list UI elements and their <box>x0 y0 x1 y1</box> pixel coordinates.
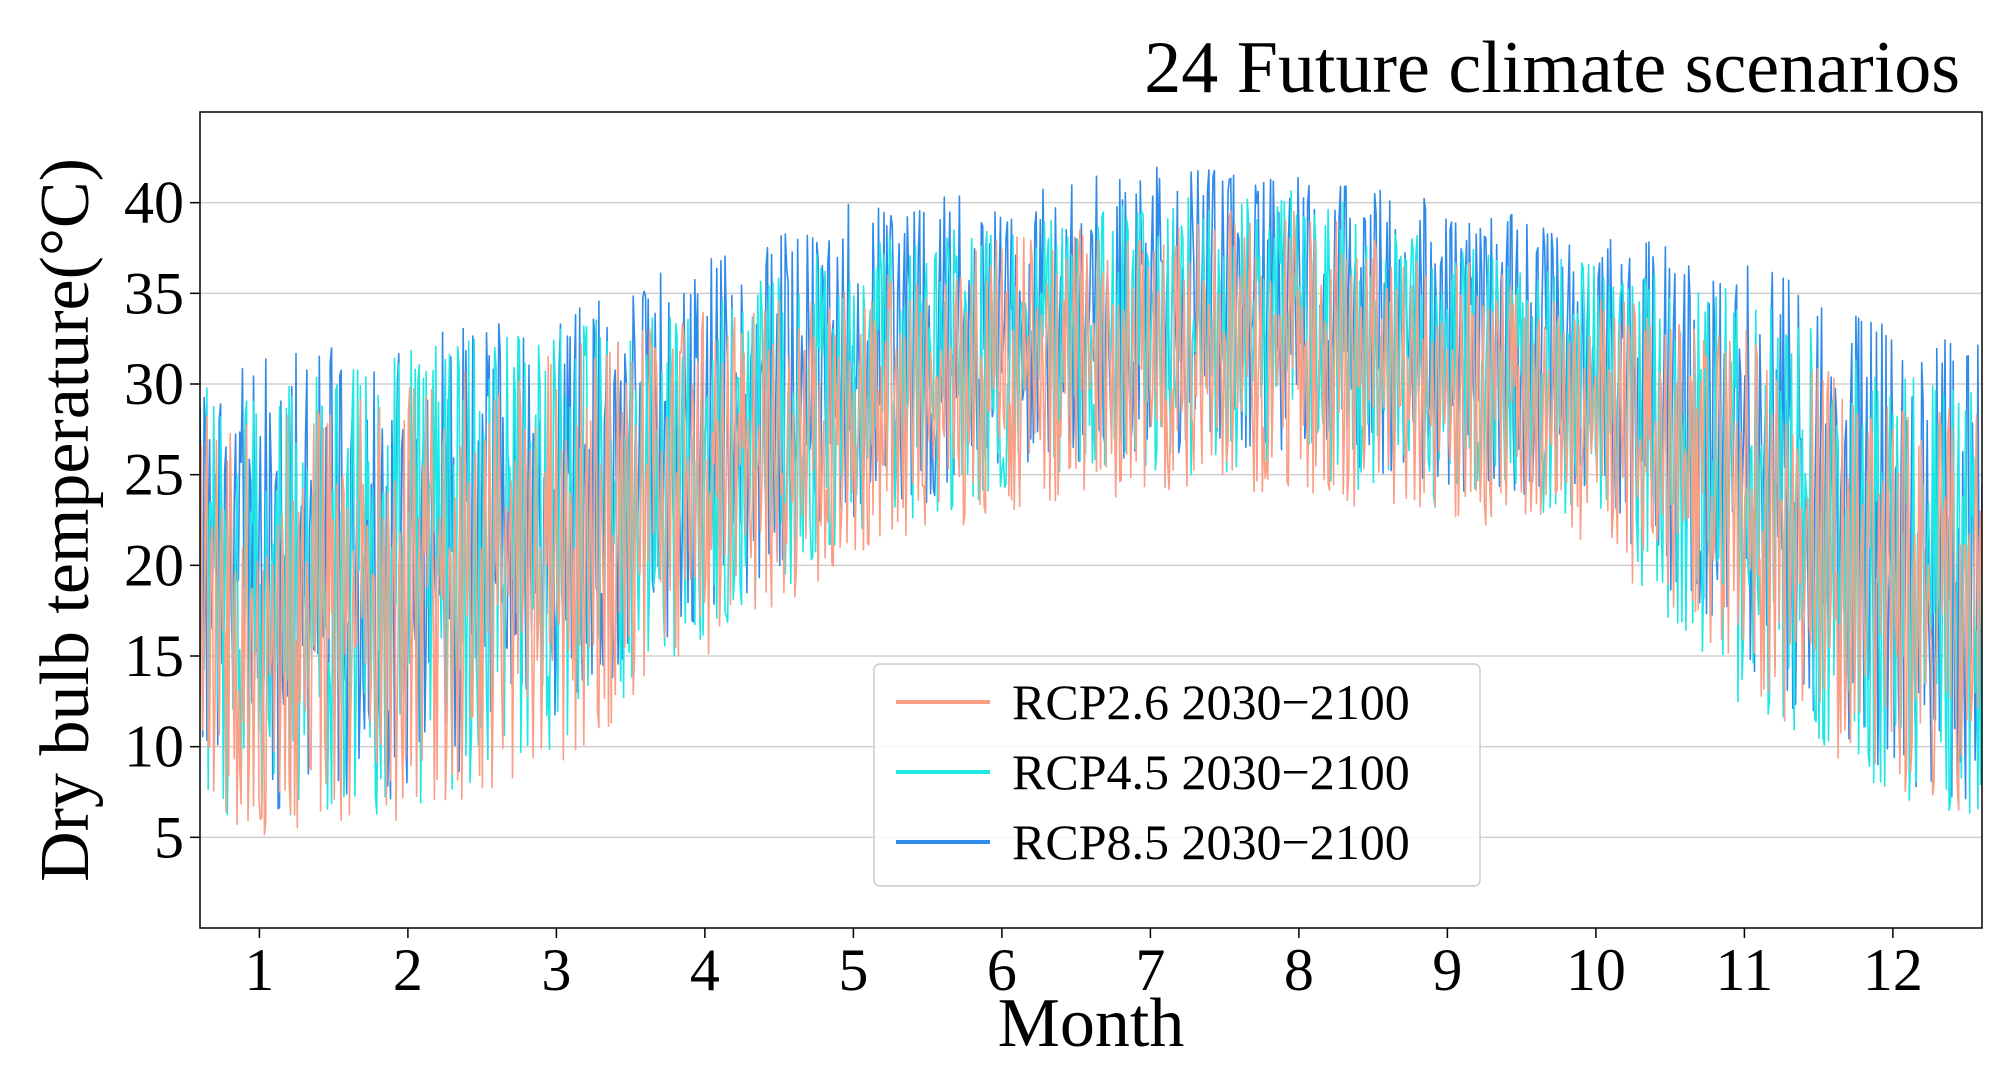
x-tick-label: 6 <box>987 937 1017 1003</box>
y-tick-label: 40 <box>124 170 184 236</box>
y-tick-label: 5 <box>154 804 184 870</box>
data-layer <box>200 166 1982 836</box>
x-tick-label: 7 <box>1135 937 1165 1003</box>
y-tick-label: 15 <box>124 623 184 689</box>
legend: RCP2.6 2030−2100 RCP4.5 2030−2100 RCP8.5… <box>873 663 1481 887</box>
series-group <box>200 166 1982 836</box>
x-tick-label: 1 <box>244 937 274 1003</box>
chart-title: 24 Future climate scenarios <box>1144 27 1960 109</box>
x-tick-label: 10 <box>1566 937 1626 1003</box>
x-tick-label: 2 <box>393 937 423 1003</box>
legend-box <box>873 663 1481 887</box>
legend-label-rcp85: RCP8.5 2030−2100 <box>1012 814 1410 870</box>
x-tick-label: 12 <box>1863 937 1923 1003</box>
y-tick-label: 30 <box>124 351 184 417</box>
x-axis-label: Month <box>998 985 1185 1062</box>
y-axis-label: Dry bulb temperature(°C) <box>27 158 104 882</box>
x-tick-label: 8 <box>1284 937 1314 1003</box>
y-tick-label: 35 <box>124 260 184 326</box>
x-tick-label: 11 <box>1716 937 1774 1003</box>
legend-label-rcp26: RCP2.6 2030−2100 <box>1012 674 1410 730</box>
legend-label-rcp45: RCP4.5 2030−2100 <box>1012 744 1410 800</box>
y-tick-label: 25 <box>124 442 184 508</box>
x-tick-label: 3 <box>541 937 571 1003</box>
y-tick-label: 10 <box>124 714 184 780</box>
plot-frame <box>199 111 1983 929</box>
x-tick-label: 4 <box>690 937 720 1003</box>
series-line-0 <box>200 210 1982 836</box>
x-tick-label: 9 <box>1432 937 1462 1003</box>
x-tick-label: 5 <box>838 937 868 1003</box>
y-tick-label: 20 <box>124 532 184 598</box>
